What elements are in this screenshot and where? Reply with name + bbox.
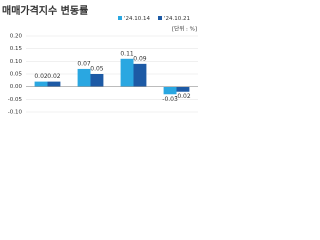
y-tick-label: 0.05: [10, 72, 23, 78]
bar: [133, 63, 147, 87]
unit-label: [단위 : %]: [172, 25, 197, 33]
y-tick-label: 0.10: [10, 59, 23, 65]
legend-swatch: [118, 16, 122, 20]
legend-swatch: [158, 16, 162, 20]
value-label: 0.02: [47, 73, 61, 80]
bar: [90, 74, 104, 87]
chart-title: 매매가격지수 변동률: [2, 4, 88, 17]
legend-label: '24.10.21: [164, 16, 190, 22]
y-tick-label: 0.15: [10, 46, 23, 52]
y-tick-label: 0.00: [10, 84, 23, 90]
y-tick-label: -0.05: [8, 97, 23, 103]
value-label: 0.09: [133, 55, 147, 62]
bar: [47, 81, 61, 87]
legend-label: '24.10.14: [124, 16, 151, 22]
value-label: 0.05: [90, 66, 104, 73]
value-label: 0.07: [77, 60, 91, 67]
bar: [34, 81, 48, 87]
value-label: 0.11: [120, 50, 134, 57]
value-label: -0.03: [162, 96, 178, 103]
y-tick-label: 0.20: [10, 34, 23, 40]
value-label: 0.02: [34, 73, 48, 80]
value-label: -0.02: [175, 93, 191, 100]
bar: [163, 86, 177, 95]
y-tick-label: -0.10: [8, 110, 23, 116]
chart: 매매가격지수 변동률 [단위 : %] -0.10-0.050.000.050.…: [2, 4, 198, 116]
bar: [77, 68, 91, 87]
bar: [176, 86, 190, 92]
bar: [120, 58, 134, 87]
